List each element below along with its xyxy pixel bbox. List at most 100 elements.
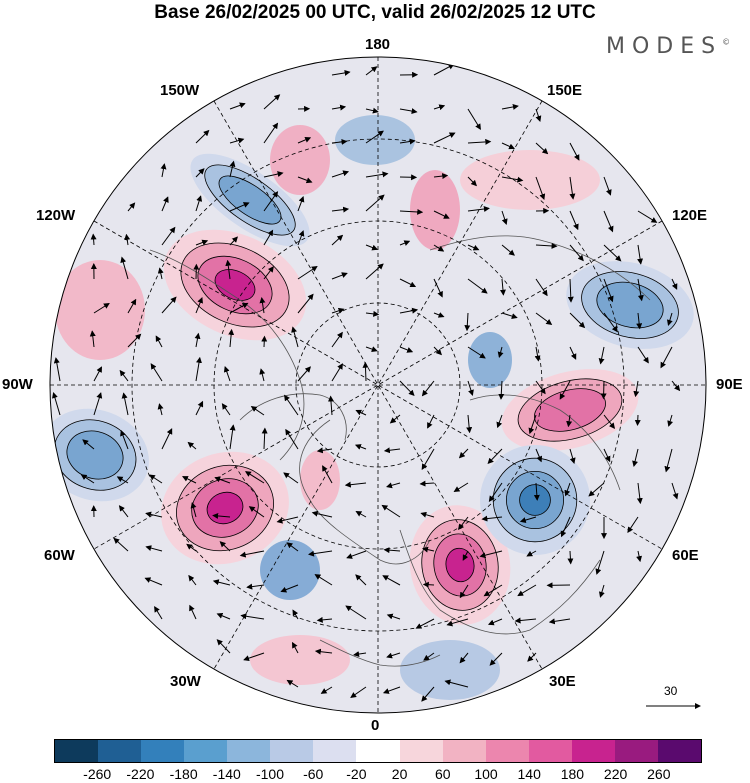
map-border bbox=[49, 56, 707, 714]
lon-label-120w: 120W bbox=[36, 207, 76, 224]
wind-vector bbox=[462, 550, 469, 561]
wind-vector bbox=[636, 550, 643, 563]
wind-vector bbox=[286, 542, 299, 552]
wind-vector bbox=[487, 618, 503, 626]
wind-vector bbox=[344, 481, 367, 488]
wind-vector bbox=[365, 346, 378, 352]
colorbar-segment bbox=[485, 740, 529, 762]
wind-vector bbox=[535, 278, 548, 297]
wind-vector bbox=[195, 356, 202, 382]
wind-vector bbox=[365, 244, 379, 251]
wind-vector bbox=[331, 170, 350, 178]
lon-label-30e: 30E bbox=[549, 673, 576, 690]
wind-vector bbox=[113, 537, 129, 552]
wind-vector bbox=[603, 312, 618, 333]
wind-vector bbox=[527, 652, 537, 662]
wind-vector bbox=[155, 335, 163, 348]
wind-vector bbox=[595, 550, 605, 575]
wind-vector bbox=[229, 160, 236, 178]
wind-vector bbox=[195, 400, 204, 416]
wind-vector bbox=[161, 196, 169, 212]
lon-label-150w: 150W bbox=[160, 82, 200, 99]
wind-vector bbox=[433, 173, 449, 180]
wind-vector bbox=[219, 541, 231, 552]
lon-label-90w: 90W bbox=[2, 376, 33, 393]
wind-vector bbox=[263, 191, 279, 212]
wind-vector bbox=[346, 550, 367, 559]
wind-vector bbox=[569, 346, 577, 360]
wind-vector bbox=[127, 202, 136, 212]
wind-vector bbox=[182, 476, 197, 484]
wind-vector bbox=[355, 574, 367, 586]
wind-vector bbox=[259, 297, 266, 314]
colorbar-tick-label: 220 bbox=[603, 766, 628, 782]
wind-vector bbox=[569, 210, 579, 231]
wind-vector bbox=[229, 302, 249, 314]
anomaly-positive bbox=[163, 229, 307, 341]
wind-vector bbox=[381, 504, 401, 518]
wind-vector bbox=[446, 618, 469, 627]
wind-vector bbox=[365, 66, 378, 76]
wind-vector bbox=[189, 604, 197, 620]
wind-vector bbox=[214, 476, 231, 484]
wind-vector bbox=[603, 448, 611, 463]
wind-vector bbox=[421, 686, 435, 702]
wind-vector bbox=[564, 482, 571, 497]
wind-vector bbox=[331, 69, 351, 76]
wind-vector bbox=[386, 613, 401, 620]
wind-vector bbox=[345, 605, 367, 620]
wind-vector bbox=[433, 346, 442, 356]
wind-vector bbox=[517, 584, 537, 597]
wind-vector bbox=[276, 516, 299, 524]
wind-vector bbox=[415, 618, 435, 629]
wind-vector bbox=[82, 439, 95, 450]
wind-vector bbox=[331, 234, 344, 246]
colorbar-segment bbox=[571, 740, 615, 762]
map-title: Base 26/02/2025 00 UTC, valid 26/02/2025… bbox=[154, 2, 596, 23]
wind-vector bbox=[52, 392, 61, 416]
wind-vector bbox=[188, 574, 197, 586]
colorbar-segment bbox=[184, 740, 228, 762]
wind-vector bbox=[489, 652, 503, 666]
wind-vector bbox=[483, 584, 503, 597]
colorbar-tick-label: -60 bbox=[303, 766, 324, 782]
wind-vector bbox=[383, 447, 401, 454]
wind-vector bbox=[216, 639, 231, 654]
anomaly-minor bbox=[410, 170, 460, 250]
wind-vector bbox=[186, 543, 197, 552]
wind-vector bbox=[297, 195, 305, 212]
wind-vector bbox=[246, 583, 265, 590]
wind-vector bbox=[250, 406, 265, 416]
wind-vector bbox=[514, 617, 537, 624]
wind-vector bbox=[420, 511, 435, 518]
wind-vector bbox=[603, 176, 612, 196]
wind-vector bbox=[598, 584, 605, 598]
colorbar-tick-label: -260 bbox=[83, 766, 112, 782]
wind-vector bbox=[399, 208, 424, 215]
wind-vector bbox=[422, 546, 435, 553]
wind-vector bbox=[423, 652, 435, 661]
wind-vector bbox=[560, 516, 571, 538]
wind-vector bbox=[467, 244, 480, 251]
wind-vector bbox=[355, 409, 367, 416]
wind-vector bbox=[566, 414, 573, 428]
wind-vector bbox=[195, 239, 209, 246]
wind-vector bbox=[297, 137, 312, 144]
wind-vector bbox=[261, 335, 268, 348]
lon-label-60e: 60E bbox=[672, 547, 699, 564]
wind-vector bbox=[240, 613, 265, 620]
wind-vector bbox=[634, 414, 641, 426]
wind-vector bbox=[229, 202, 250, 212]
wind-vector bbox=[667, 414, 674, 427]
wind-vector bbox=[664, 448, 673, 473]
wind-vector bbox=[331, 104, 347, 111]
wind-vector bbox=[284, 394, 299, 416]
wind-vector bbox=[386, 652, 401, 659]
wind-vector bbox=[671, 278, 678, 290]
wind-vector bbox=[637, 210, 658, 223]
lon-label-60w: 60W bbox=[44, 547, 75, 564]
wind-vector bbox=[223, 365, 231, 382]
wind-vector bbox=[459, 652, 469, 664]
wind-vector bbox=[386, 482, 401, 489]
wind-vector bbox=[331, 272, 348, 280]
